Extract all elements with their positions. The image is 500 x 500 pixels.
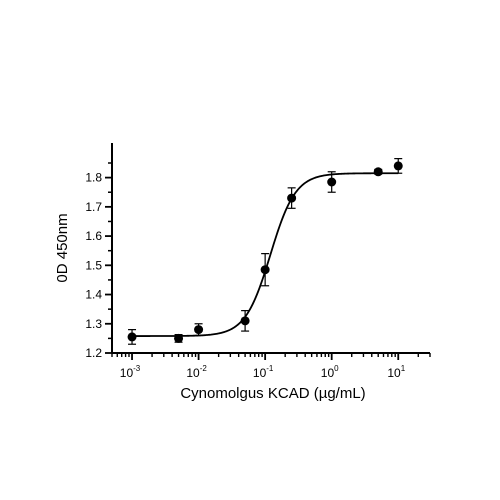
- data-point: [287, 193, 297, 203]
- y-tick-label: 1.7: [85, 200, 102, 214]
- data-points-layer: [127, 161, 403, 343]
- data-point: [327, 177, 337, 187]
- y-tick-label: 1.4: [85, 288, 102, 302]
- data-point: [260, 265, 270, 275]
- data-point: [393, 161, 403, 171]
- x-tick-label: 10-2: [186, 364, 207, 380]
- data-point: [373, 167, 383, 177]
- axes-layer: 1.2 1.3 1.4 1.5 1.6 1.7 1.8 10-3 10-2 10-1 100 101: [85, 143, 431, 380]
- x-tick-label: 10-3: [120, 364, 141, 380]
- x-tick-label: 10-1: [253, 364, 274, 380]
- y-tick-label: 1.8: [85, 171, 102, 185]
- y-axis-title: 0D 450nm: [54, 213, 71, 282]
- y-tick-label: 1.6: [85, 229, 102, 243]
- x-tick-label: 100: [321, 364, 339, 380]
- y-tick-label: 1.2: [85, 346, 102, 360]
- data-point: [127, 332, 137, 342]
- error-bars-layer: [128, 158, 403, 345]
- data-point: [174, 333, 184, 343]
- data-point: [240, 316, 250, 326]
- x-axis-title: Cynomolgus KCAD (µg/mL): [180, 385, 365, 402]
- y-tick-label: 1.5: [85, 258, 102, 272]
- y-tick-label: 1.3: [85, 317, 102, 331]
- data-point: [194, 325, 204, 335]
- x-tick-label: 101: [387, 364, 405, 380]
